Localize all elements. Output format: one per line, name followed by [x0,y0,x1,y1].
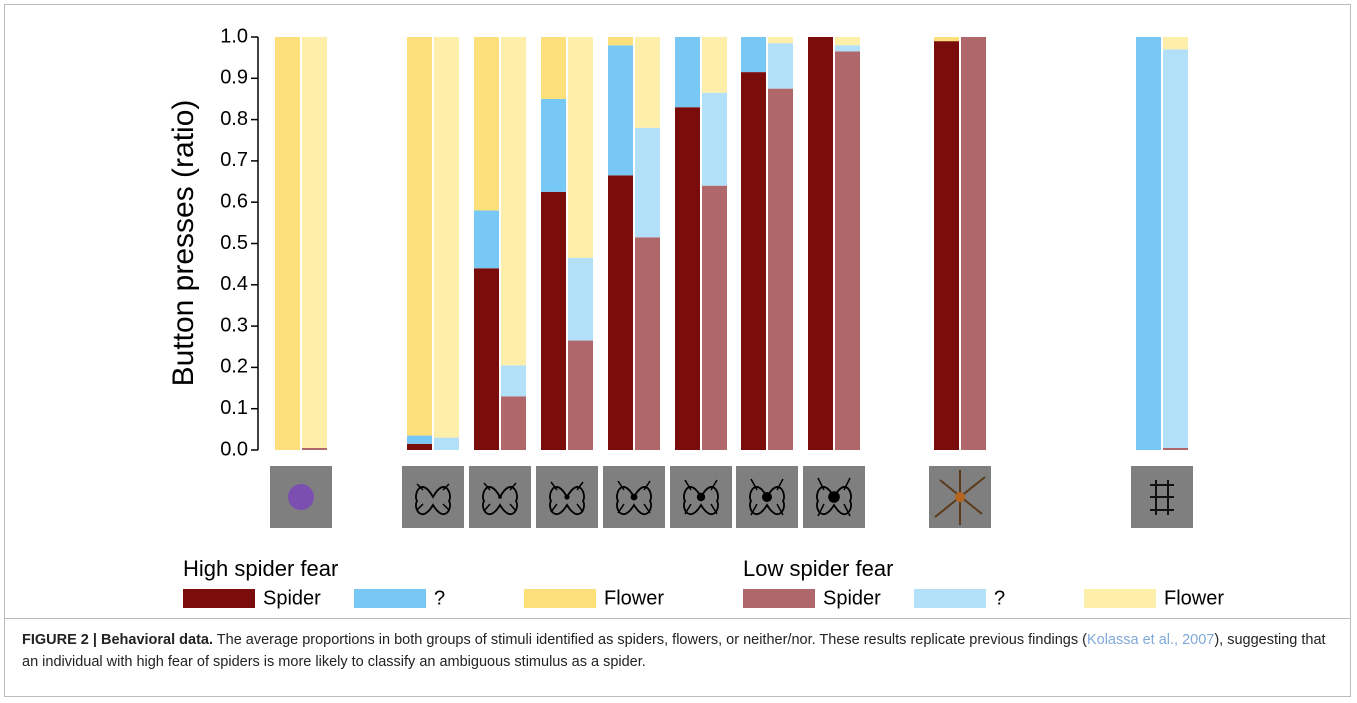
legend-group-title: Low spider fear [743,556,893,581]
bar-segment [675,37,700,107]
y-tick-label: 0.7 [220,149,248,171]
legend-swatch [354,589,426,608]
bar-segment [808,37,833,450]
stimulus-icon [469,466,531,528]
bar-segment [635,37,660,128]
bar-segment [568,341,593,450]
bar-segment [1163,37,1188,49]
y-tick-label: 0.3 [220,314,248,336]
stimulus-icon [670,466,732,528]
y-tick-label: 0.5 [220,232,248,254]
bar-segment [434,37,459,438]
legend-label: Flower [604,587,664,609]
y-axis-label: Button presses (ratio) [167,100,200,387]
bar-segment [635,128,660,237]
bar-segment [407,444,432,450]
y-tick-label: 0.8 [220,108,248,130]
bar-segment [675,107,700,450]
morph-body [828,491,840,503]
page: Button presses (ratio) 0.0 0.1 0.2 0.3 0.4 0.… [0,0,1357,703]
y-tick-label: 0.4 [220,273,248,295]
legend-swatch [1084,589,1156,608]
bar-segment [541,192,566,450]
y-tick-label: 0.1 [220,397,248,419]
flower-icon [288,484,314,510]
stimulus-icon [1131,466,1193,528]
morph-body [564,494,569,499]
bar-segment [568,258,593,341]
bar-segment [568,37,593,258]
y-tick-label: 0.2 [220,356,248,378]
bar-segment [608,45,633,175]
bar-segment [702,37,727,93]
bar-segment [501,365,526,396]
bar-segment [275,37,300,450]
bar-segment [501,396,526,450]
legend-swatch [524,589,596,608]
bar-segment [474,37,499,210]
bar-segment [407,436,432,444]
stimulus-icon [402,466,464,528]
bar-segment [934,41,959,450]
y-tick-label: 0.6 [220,190,248,212]
bar-segment [1163,49,1188,448]
legend-label: ? [434,587,445,609]
bar-segment [768,37,793,43]
legend-swatch [183,589,255,608]
stimulus-icon [929,466,991,528]
bar-segment [608,175,633,450]
legend-label: Spider [823,587,881,609]
bar-segment [934,37,959,41]
bar-segment [302,37,327,448]
bar-segment [1163,448,1188,450]
bar-segment [835,51,860,450]
bar-segment [768,89,793,450]
character-icon [1150,480,1174,515]
caption-text: The average proportions in both groups o… [217,632,1087,648]
bar-segment [541,99,566,192]
citation: Kolassa et al., 2007 [1087,632,1214,648]
morph-body [498,495,502,499]
stimulus-icon [536,466,598,528]
legend-label: Spider [263,587,321,609]
bar-segment [741,72,766,450]
y-tick-label: 0.0 [220,438,248,460]
morph-body [697,493,705,501]
bar-segment [302,448,327,450]
bar-segment [501,37,526,365]
bar-segment [474,210,499,268]
legend-swatch [743,589,815,608]
y-tick-label: 0.9 [220,67,248,89]
bar-segment [1136,37,1161,450]
chart: Button presses (ratio) 0.0 0.1 0.2 0.3 0.4 0.… [0,0,1357,618]
spider-photo-body [955,492,965,502]
caption: FIGURE 2 | Behavioral data. The average … [4,618,1351,697]
stimulus-icon [603,466,665,528]
legend-swatch [914,589,986,608]
bar-segment [541,37,566,99]
morph-body [631,494,638,501]
stimulus-icon [270,466,332,528]
bar-segment [961,37,986,450]
legend-group-title: High spider fear [183,556,338,581]
bar-segment [768,43,793,88]
bar-segment [741,37,766,72]
bar-segment [835,45,860,51]
caption-label: FIGURE 2 | Behavioral data. [22,632,213,648]
bar-segment [702,186,727,450]
legend-label: ? [994,587,1005,609]
bar-segment [434,438,459,450]
bar-segment [407,37,432,436]
legend-label: Flower [1164,587,1224,609]
bar-segment [835,37,860,45]
bar-segment [635,237,660,450]
bar-segment [474,268,499,450]
y-tick-label: 1.0 [220,25,248,47]
morph-body [762,492,772,502]
bar-segment [702,93,727,186]
stimulus-icon [803,466,865,528]
stimulus-icon [736,466,798,528]
bar-segment [608,37,633,45]
